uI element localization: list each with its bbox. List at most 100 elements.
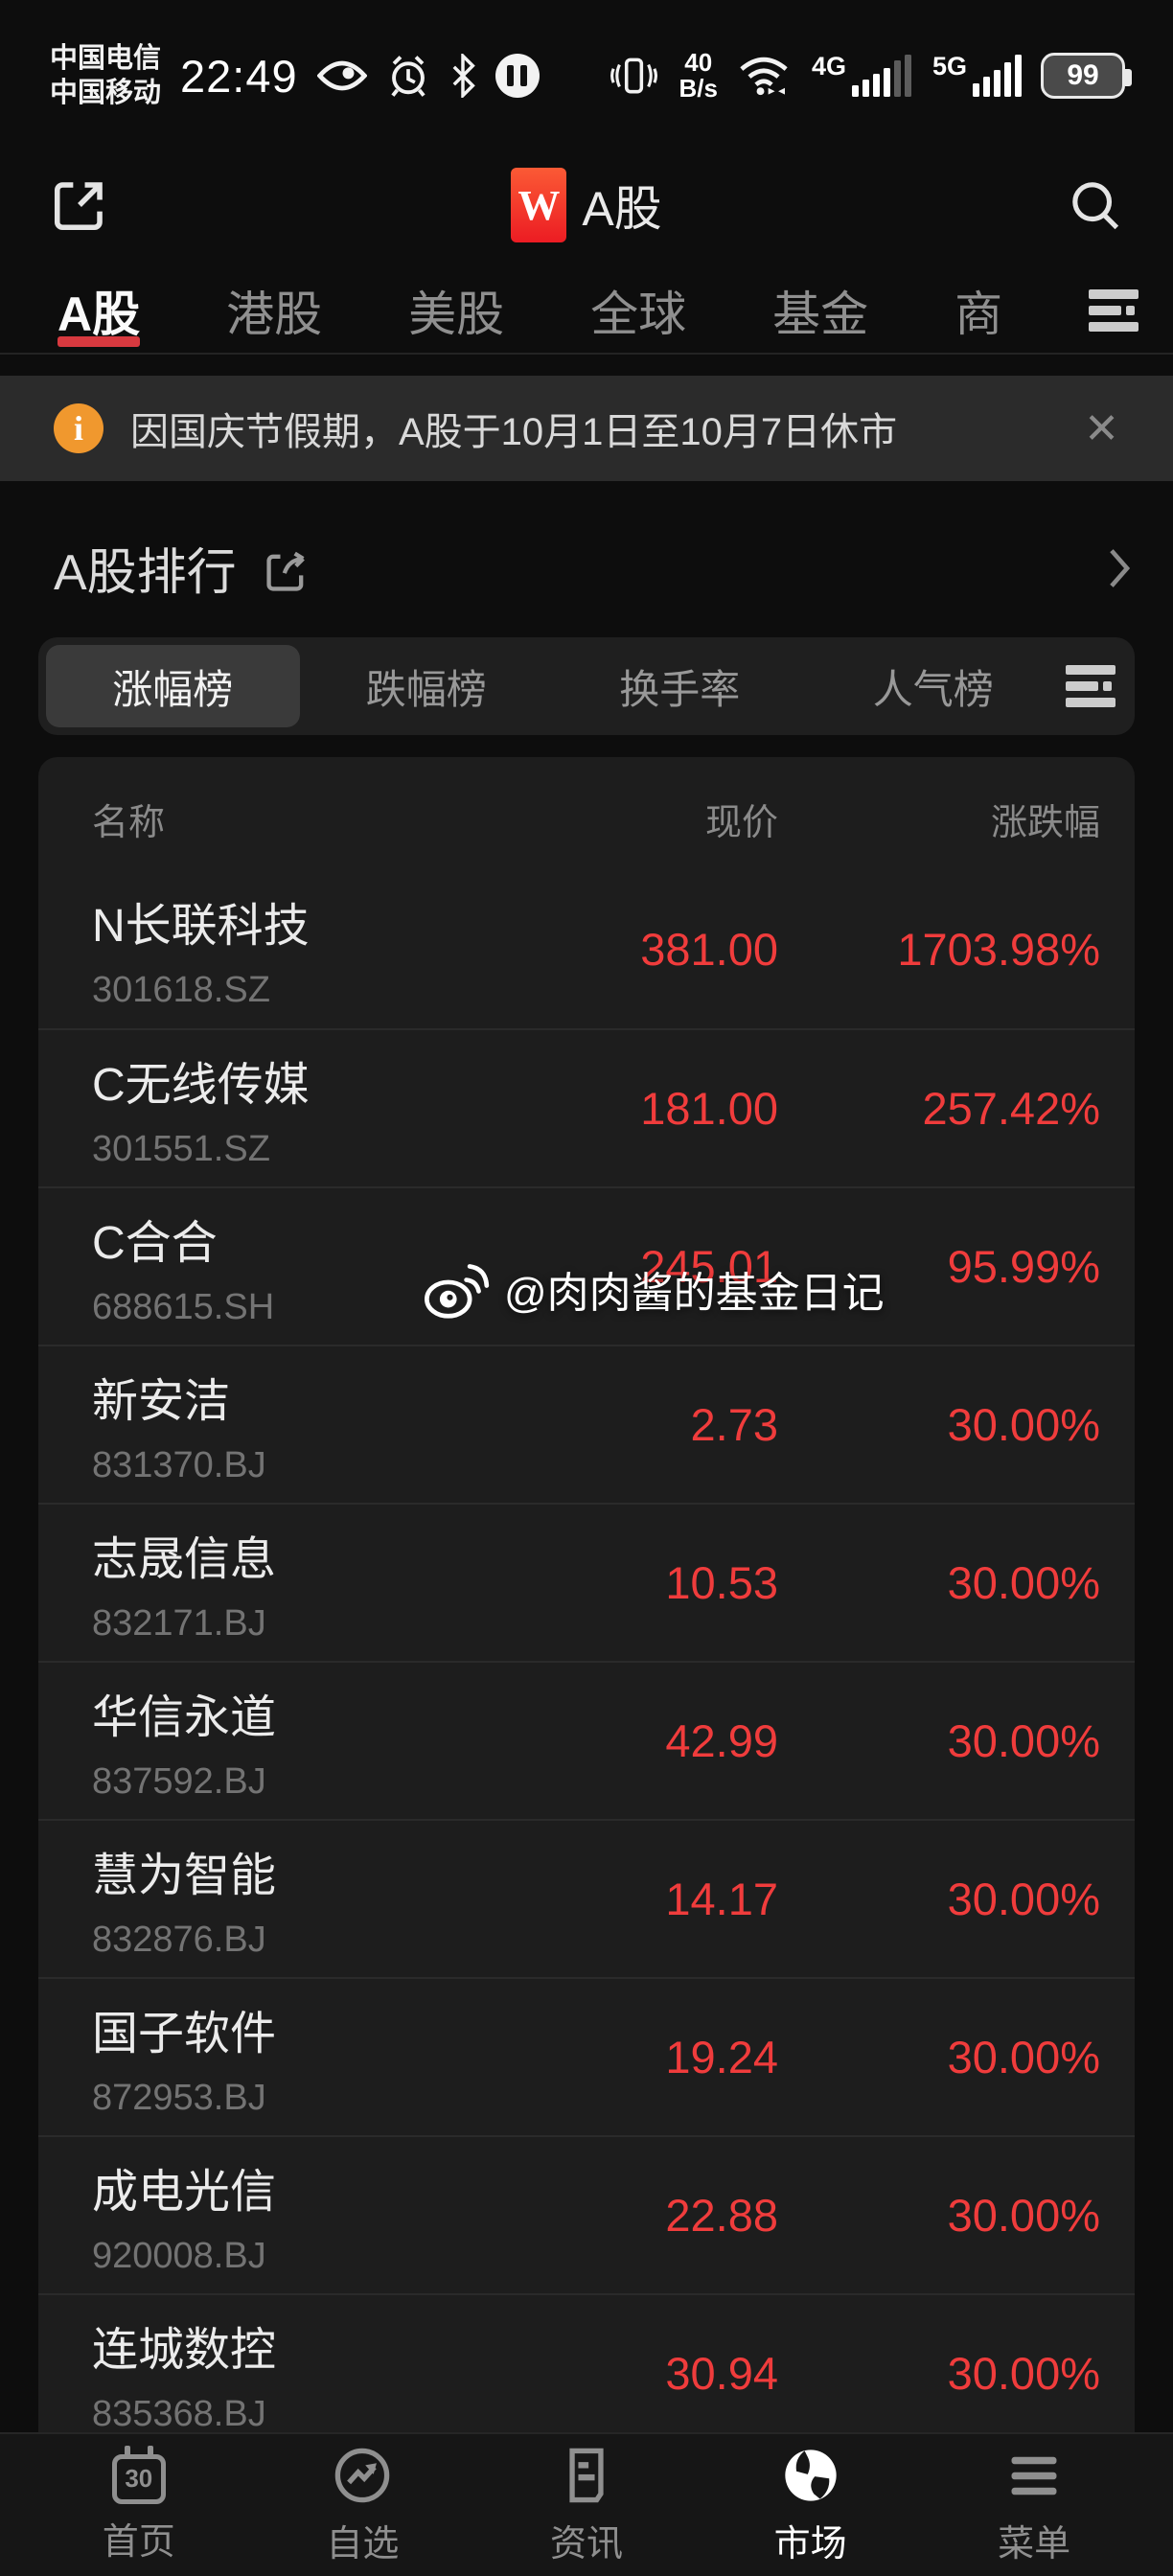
stock-name: 国子软件 xyxy=(92,2009,277,2059)
clock: 22:49 xyxy=(180,50,298,102)
page-title: W A股 xyxy=(0,142,1173,268)
stock-name: 成电光信 xyxy=(92,2167,277,2218)
stock-change-pct: 30.00% xyxy=(947,1874,1100,1924)
stock-price: 19.24 xyxy=(665,2032,778,2082)
table-header: 名称 现价 涨跌幅 xyxy=(38,757,1135,870)
tab-a-shares[interactable]: A股 xyxy=(58,268,140,353)
eye-comfort-icon xyxy=(316,59,367,92)
stock-name: 志晟信息 xyxy=(92,1534,277,1585)
table-row[interactable]: 连城数控 835368.BJ 30.94 30.00% xyxy=(38,2293,1135,2451)
tab-popularity[interactable]: 人气榜 xyxy=(872,666,994,712)
carrier-names: 中国电信 中国移动 xyxy=(50,41,161,110)
nav-market[interactable]: 市场 xyxy=(734,2445,887,2566)
table-row[interactable]: C无线传媒 301551.SZ 181.00 257.42% xyxy=(38,1028,1135,1186)
stock-code: 872953.BJ xyxy=(92,2078,266,2118)
header-name: 名称 xyxy=(92,802,166,843)
table-row[interactable]: C合合 688615.SH 245.01 95.99% xyxy=(38,1186,1135,1345)
tab-funds[interactable]: 基金 xyxy=(772,288,869,341)
share-button[interactable] xyxy=(50,175,109,235)
pause-mode-icon xyxy=(494,54,540,98)
stock-change-pct: 95.99% xyxy=(947,1241,1100,1292)
section-title: A股排行 xyxy=(54,545,237,601)
stock-code: 831370.BJ xyxy=(92,1445,266,1485)
notice-close-icon[interactable]: ✕ xyxy=(1084,404,1119,452)
stock-name: 慧为智能 xyxy=(92,1851,277,1901)
stock-price: 181.00 xyxy=(640,1083,778,1134)
stock-code: 832876.BJ xyxy=(92,1920,266,1960)
watchlist-trend-icon xyxy=(332,2445,393,2506)
stock-change-pct: 1703.98% xyxy=(897,924,1100,975)
stock-name: 华信永道 xyxy=(92,1692,277,1743)
page-title-text: A股 xyxy=(582,182,662,236)
stock-price: 42.99 xyxy=(665,1715,778,1766)
stock-table-body: N长联科技 301618.SZ 381.00 1703.98% C无线传媒 30… xyxy=(38,870,1135,2451)
table-row[interactable]: 慧为智能 832876.BJ 14.17 30.00% xyxy=(38,1819,1135,1977)
stock-code: 837592.BJ xyxy=(92,1761,266,1802)
nav-watchlist[interactable]: 自选 xyxy=(286,2445,439,2566)
stock-name: 连城数控 xyxy=(92,2325,277,2376)
tab-commodities-partial[interactable]: 商 xyxy=(954,288,1003,341)
tab-us-shares[interactable]: 美股 xyxy=(408,288,505,341)
header-price: 现价 xyxy=(704,802,778,843)
nav-menu[interactable]: 菜单 xyxy=(957,2445,1111,2566)
more-rank-tabs-icon[interactable] xyxy=(1066,658,1116,714)
table-row[interactable]: 国子软件 872953.BJ 19.24 30.00% xyxy=(38,1977,1135,2135)
market-tab-bar: A股 港股 美股 全球 基金 商 xyxy=(0,268,1173,355)
stock-code: 920008.BJ xyxy=(92,2236,266,2276)
tab-gainers[interactable]: 涨幅榜 xyxy=(46,645,300,727)
stock-price: 2.73 xyxy=(690,1399,778,1450)
stock-change-pct: 30.00% xyxy=(947,2348,1100,2399)
stock-name: N长联科技 xyxy=(92,901,310,952)
tab-turnover[interactable]: 换手率 xyxy=(619,666,741,712)
stock-code: 835368.BJ xyxy=(92,2394,266,2434)
calendar-icon: 30 xyxy=(111,2445,166,2504)
stock-name: C合合 xyxy=(92,1218,218,1269)
more-tabs-icon[interactable] xyxy=(1089,283,1138,338)
table-row[interactable]: 成电光信 920008.BJ 22.88 30.00% xyxy=(38,2135,1135,2293)
notice-text: 因国庆节假期，A股于10月1日至10月7日休市 xyxy=(130,411,898,453)
stock-change-pct: 30.00% xyxy=(947,1715,1100,1766)
nav-home[interactable]: 30 首页 xyxy=(62,2445,216,2564)
stock-change-pct: 30.00% xyxy=(947,2032,1100,2082)
stock-name: C无线传媒 xyxy=(92,1060,310,1111)
tab-hk-shares[interactable]: 港股 xyxy=(226,288,323,341)
nav-news[interactable]: 资讯 xyxy=(510,2445,663,2566)
stock-change-pct: 257.42% xyxy=(922,1083,1100,1134)
section-share-icon[interactable] xyxy=(262,546,311,596)
stock-change-pct: 30.00% xyxy=(947,1557,1100,1608)
carrier-1: 中国电信 xyxy=(50,43,162,74)
stock-price: 10.53 xyxy=(665,1557,778,1608)
stock-name: 新安洁 xyxy=(92,1376,231,1427)
tab-losers[interactable]: 跌幅榜 xyxy=(365,666,487,712)
stock-change-pct: 30.00% xyxy=(947,1399,1100,1450)
battery-indicator: 99 xyxy=(1041,53,1132,99)
stock-price: 245.01 xyxy=(640,1241,778,1292)
table-row[interactable]: 新安洁 831370.BJ 2.73 30.00% xyxy=(38,1345,1135,1503)
news-icon xyxy=(556,2445,617,2506)
tab-global[interactable]: 全球 xyxy=(590,288,687,341)
status-bar: 中国电信 中国移动 22:49 40 B/s 4G xyxy=(0,0,1173,142)
carrier-2: 中国移动 xyxy=(50,78,162,108)
section-header[interactable]: A股排行 xyxy=(0,513,1173,623)
stock-price: 22.88 xyxy=(665,2190,778,2241)
network-speed: 40 B/s xyxy=(678,48,718,103)
table-row[interactable]: 华信永道 837592.BJ 42.99 30.00% xyxy=(38,1661,1135,1819)
info-icon: i xyxy=(54,403,104,453)
search-button[interactable] xyxy=(1068,177,1123,233)
stock-ranking-card: 名称 现价 涨跌幅 N长联科技 301618.SZ 381.00 1703.98… xyxy=(38,757,1135,2492)
table-row[interactable]: N长联科技 301618.SZ 381.00 1703.98% xyxy=(38,870,1135,1028)
bottom-nav: 30 首页 自选 资讯 市场 菜单 xyxy=(0,2432,1173,2576)
bluetooth-icon xyxy=(449,54,476,98)
rank-tab-bar: 涨幅榜 跌幅榜 换手率 人气榜 xyxy=(38,637,1135,735)
signal-5g: 5G xyxy=(932,54,1022,97)
active-tab-underline xyxy=(58,336,141,347)
stock-price: 14.17 xyxy=(665,1874,778,1924)
stock-code: 301618.SZ xyxy=(92,970,270,1010)
alarm-icon xyxy=(386,54,430,98)
stock-code: 832171.BJ xyxy=(92,1603,266,1644)
vibrate-icon xyxy=(610,55,658,97)
table-row[interactable]: 志晟信息 832171.BJ 10.53 30.00% xyxy=(38,1503,1135,1661)
stock-code: 688615.SH xyxy=(92,1287,275,1327)
holiday-notice-banner: i 因国庆节假期，A股于10月1日至10月7日休市 ✕ xyxy=(0,376,1173,481)
